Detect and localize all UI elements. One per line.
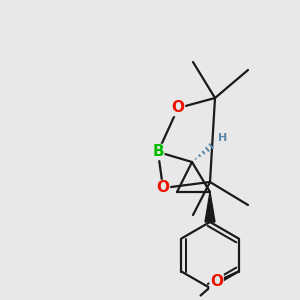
Polygon shape: [205, 192, 215, 222]
Text: H: H: [218, 133, 228, 143]
Text: O: O: [210, 274, 223, 289]
Text: B: B: [152, 145, 164, 160]
Text: O: O: [157, 181, 169, 196]
Text: O: O: [172, 100, 184, 116]
